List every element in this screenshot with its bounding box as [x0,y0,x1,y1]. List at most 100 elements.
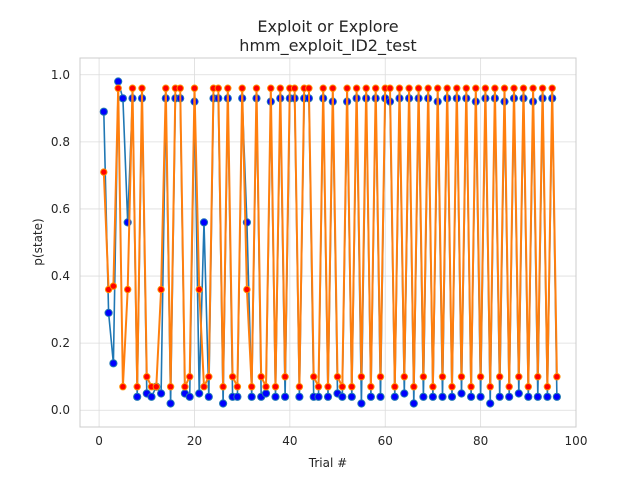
x-tick-label: 60 [378,434,393,448]
series-2-point [248,383,256,391]
series-1-point [114,77,123,86]
series-1-point [438,392,447,401]
x-tick-label: 20 [187,434,202,448]
series-1-point [247,392,256,401]
series-2-point [367,383,375,391]
y-tick-label: 0.4 [51,269,70,283]
series-2-point [338,383,346,391]
series-1-point [390,392,399,401]
series-2-point [505,383,513,391]
y-tick-label: 0.0 [51,403,70,417]
series-2-point [491,84,499,92]
series-2-point [181,383,189,391]
series-2-point [553,373,561,381]
series-2-point [257,373,265,381]
x-tick-label: 40 [282,434,297,448]
series-1-point [366,392,375,401]
series-1-point [133,392,142,401]
series-2-point [443,84,451,92]
series-2-point [419,373,428,381]
series-1-point [338,392,347,401]
series-2-point [100,168,108,176]
series-2-point [152,383,161,391]
series-2-point [319,84,327,92]
series-2-point [534,373,542,381]
series-1-point [376,392,385,401]
series-1-point [533,392,542,401]
series-2-markers [100,84,561,391]
series-1-point [357,399,366,408]
series-2-point [138,84,146,92]
series-2-point [143,373,151,381]
series-2-point [267,84,275,92]
series-2-point [500,84,509,92]
series-1-point [219,399,228,408]
series-1-point [166,399,175,408]
series-1-point [347,392,356,401]
series-1-point [281,392,290,401]
series-2-point [372,84,380,92]
series-1-point [109,359,118,368]
series-2-point [305,84,313,92]
series-2-point [429,383,437,391]
series-2-point [190,84,199,92]
series-2-point [166,383,175,391]
tick-layer: 0 20 40 60 80 100 0.0 0.2 0.4 0.6 0.8 1.0 [51,68,588,448]
series-2-point [262,383,270,391]
series-1-point [118,94,128,103]
series-2-point [133,383,141,391]
series-2-point [157,285,165,294]
series-2-point [424,84,432,92]
series-2-point [333,373,342,381]
series-1-point [295,392,304,401]
series-1-point [314,392,323,401]
series-2-point [529,84,537,92]
y-tick-label: 0.6 [51,202,70,216]
axes-frame [79,57,577,428]
series-1-point [147,392,156,401]
series-1-point [99,107,108,116]
x-tick-label: 80 [473,434,488,448]
series-2-point [515,373,523,381]
series-2-point [290,84,299,92]
series-2-point [186,373,194,381]
series-2-point [324,383,332,391]
series-2-point [219,383,227,391]
series-1-point [486,399,495,408]
series-2-point [453,84,461,92]
series-2-point [467,383,475,391]
chart-title: Exploit or Explore [257,17,398,36]
series-1-point [476,392,485,401]
series-2-point [376,373,385,381]
series-2-point [481,84,490,92]
series-2-point [119,383,127,391]
series-2-point [271,383,280,391]
series-2-point [476,373,485,381]
series-2-point [329,84,337,92]
series-2-point [195,285,203,294]
series-2-point [205,373,213,381]
series-2-point [176,84,184,92]
series-1-point [199,218,209,227]
y-tick-label: 0.8 [51,135,70,149]
series-layer [99,77,562,408]
series-2-point [162,84,170,92]
y-axis-label: p(state) [31,218,45,265]
series-2-point [496,373,504,381]
series-2-point [281,373,289,381]
series-2-point [510,84,518,92]
series-2-point [486,383,494,391]
series-1-point [552,392,562,401]
series-2-point [314,383,323,391]
y-tick-label: 0.2 [51,336,70,350]
series-1-point [271,392,280,401]
series-2-point [538,84,547,92]
series-2-point [414,84,423,92]
series-1-point [514,389,523,398]
series-2-point [438,373,447,381]
series-2-point [109,282,118,290]
x-axis-label: Trial # [308,456,347,470]
series-1-point [104,308,113,317]
x-tick-label: 100 [565,434,588,448]
